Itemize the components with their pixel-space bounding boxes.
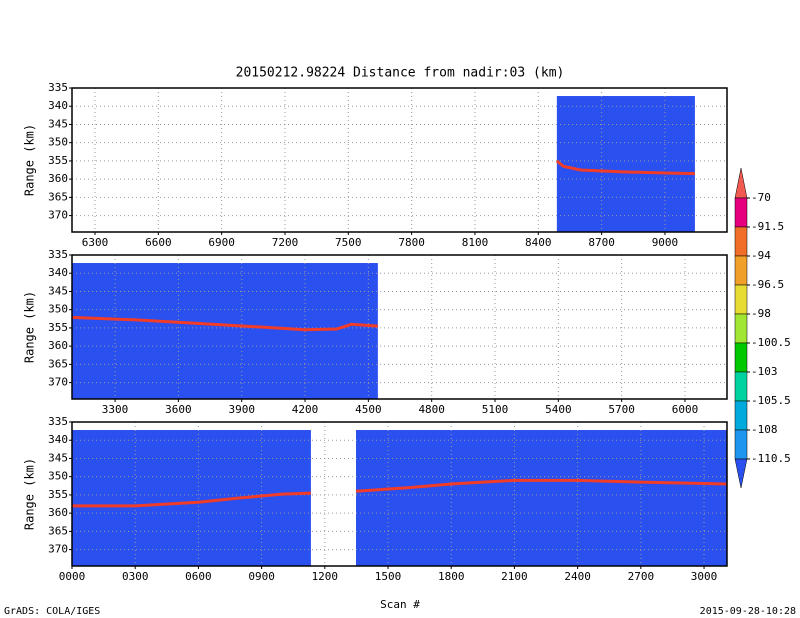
x-tick-label: 6000: [672, 403, 699, 416]
colorbar-label: -98: [751, 307, 771, 320]
x-tick-label: 4200: [292, 403, 319, 416]
surface-line: [72, 491, 311, 508]
plot-frame: [71, 87, 728, 233]
surface-line: [555, 159, 695, 176]
y-tick-label: 345: [48, 284, 68, 297]
x-tick-label: 6900: [208, 236, 235, 249]
x-tick-label: 5700: [608, 403, 635, 416]
data-coverage: [355, 430, 727, 566]
colorbar-segment: [734, 400, 748, 431]
y-tick-label: 340: [48, 266, 68, 279]
x-tick-label: 0900: [248, 570, 275, 583]
colorbar-segment: [734, 284, 748, 315]
x-tick-label: 5400: [545, 403, 572, 416]
y-tick-label: 365: [48, 357, 68, 370]
y-tick-label: 340: [48, 99, 68, 112]
y-tick-label: 370: [48, 209, 68, 222]
y-tick-label: 350: [48, 136, 68, 149]
x-tick-label: 9000: [652, 236, 679, 249]
y-tick-label: 350: [48, 470, 68, 483]
colorbar-segment: [734, 371, 748, 402]
data-coverage: [72, 263, 378, 399]
x-tick-label: 3300: [102, 403, 129, 416]
chart-title: 20150212.98224 Distance from nadir:03 (k…: [236, 66, 565, 81]
colorbar-cap: [734, 458, 748, 489]
footer-right: 2015-09-28-10:28: [700, 606, 796, 617]
x-tick-label: 3600: [165, 403, 192, 416]
colorbar-label: -91.5: [751, 220, 784, 233]
x-tick-label: 3000: [691, 570, 718, 583]
x-tick-label: 1800: [438, 570, 465, 583]
x-tick-label: 7200: [272, 236, 299, 249]
x-tick-label: 7800: [398, 236, 425, 249]
x-tick-label: 8400: [525, 236, 552, 249]
footer-left: GrADS: COLA/IGES: [4, 606, 100, 617]
colorbar-cap: [734, 167, 748, 199]
colorbar-label: -108: [751, 423, 778, 436]
y-tick-label: 355: [48, 321, 68, 334]
y-tick-label: 345: [48, 451, 68, 464]
x-tick-label: 7500: [335, 236, 362, 249]
colorbar-segment: [734, 429, 748, 460]
y-tick-label: 365: [48, 190, 68, 203]
y-tick-label: 370: [48, 376, 68, 389]
x-tick-label: 8700: [588, 236, 615, 249]
y-tick-label: 365: [48, 524, 68, 537]
colorbar-label: -103: [751, 365, 778, 378]
colorbar-label: -110.5: [751, 452, 791, 465]
y-tick-label: 345: [48, 117, 68, 130]
x-tick-label: 5100: [482, 403, 509, 416]
x-tick-label: 4500: [355, 403, 382, 416]
x-tick-label: 0000: [59, 570, 86, 583]
x-tick-label: 8100: [462, 236, 489, 249]
x-tick-label: 6600: [145, 236, 172, 249]
colorbar-label: -105.5: [751, 394, 791, 407]
y-tick-label: 335: [48, 81, 68, 94]
surface-line: [355, 478, 728, 493]
plot-frame: [71, 254, 728, 400]
x-tick-label: 3900: [228, 403, 255, 416]
colorbar-segment: [734, 226, 748, 257]
colorbar-label: -96.5: [751, 278, 784, 291]
colorbar-label: -94: [751, 249, 771, 262]
y-tick-label: 360: [48, 339, 68, 352]
colorbar-label: -100.5: [751, 336, 791, 349]
y-tick-label: 360: [48, 506, 68, 519]
surface-line: [71, 315, 378, 332]
y-tick-label: 355: [48, 154, 68, 167]
colorbar-segment: [734, 255, 748, 286]
x-tick-label: 2400: [564, 570, 591, 583]
x-tick-label: 1200: [312, 570, 339, 583]
y-tick-label: 340: [48, 433, 68, 446]
x-tick-label: 4800: [418, 403, 445, 416]
y-tick-label: 335: [48, 248, 68, 261]
x-tick-label: 2700: [628, 570, 655, 583]
y-tick-label: 335: [48, 415, 68, 428]
colorbar-segment: [734, 197, 748, 228]
colorbar-label: -70: [751, 191, 771, 204]
y-tick-label: 350: [48, 303, 68, 316]
y-axis-label: Range (km): [23, 291, 37, 363]
y-tick-label: 360: [48, 172, 68, 185]
colorbar-segment: [734, 342, 748, 373]
y-tick-label: 370: [48, 543, 68, 556]
plot-frame: [71, 421, 728, 567]
data-coverage: [72, 430, 311, 566]
x-tick-label: 1500: [375, 570, 402, 583]
x-tick-label: 6300: [82, 236, 109, 249]
colorbar-segment: [734, 313, 748, 344]
y-axis-label: Range (km): [23, 124, 37, 196]
y-tick-label: 355: [48, 488, 68, 501]
x-tick-label: 0300: [122, 570, 149, 583]
x-tick-label: 2100: [501, 570, 528, 583]
y-axis-label: Range (km): [23, 458, 37, 530]
x-axis-label: Scan #: [380, 598, 420, 611]
data-coverage: [556, 96, 695, 232]
x-tick-label: 0600: [185, 570, 212, 583]
